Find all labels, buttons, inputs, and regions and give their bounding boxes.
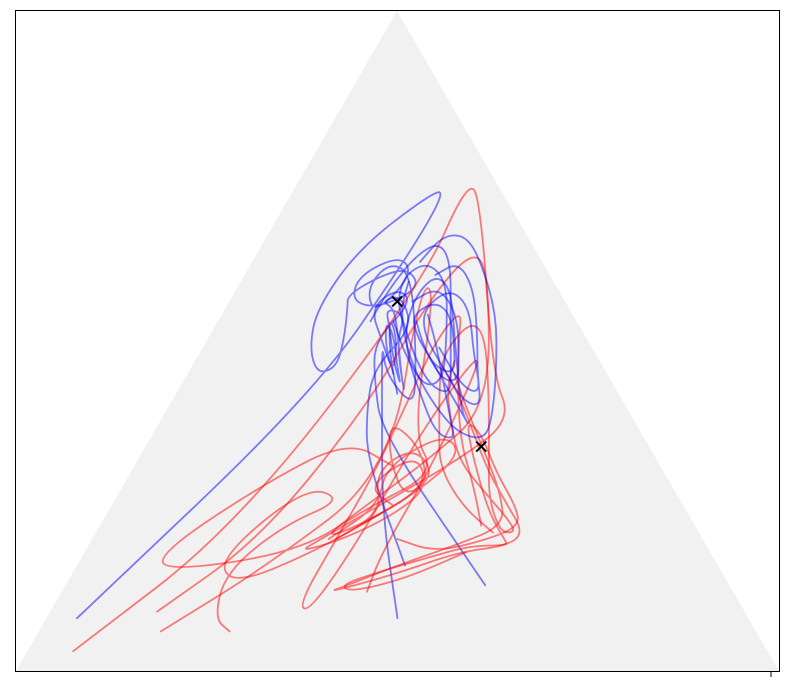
trajectory-line-1 bbox=[365, 296, 409, 567]
plot-frame bbox=[15, 10, 780, 672]
trajectory-line-14 bbox=[411, 290, 460, 382]
trajectory-line-6 bbox=[160, 287, 432, 633]
trajectory-line-2 bbox=[373, 291, 487, 587]
trajectory-line-10 bbox=[333, 366, 521, 592]
trajectory-line-4 bbox=[156, 256, 490, 613]
fixed-point-marker-1 bbox=[475, 440, 487, 453]
marker-layer bbox=[391, 295, 487, 453]
trajectory-line-13 bbox=[401, 234, 498, 439]
trajectory-line-12 bbox=[405, 278, 469, 439]
trajectory-series-layer bbox=[72, 187, 521, 653]
trajectory-line-5 bbox=[216, 490, 383, 633]
trajectory-line-0 bbox=[76, 191, 442, 620]
trajectory-line-15 bbox=[423, 265, 481, 406]
trajectory-line-9 bbox=[343, 424, 519, 591]
fixed-point-marker-0 bbox=[391, 295, 403, 308]
